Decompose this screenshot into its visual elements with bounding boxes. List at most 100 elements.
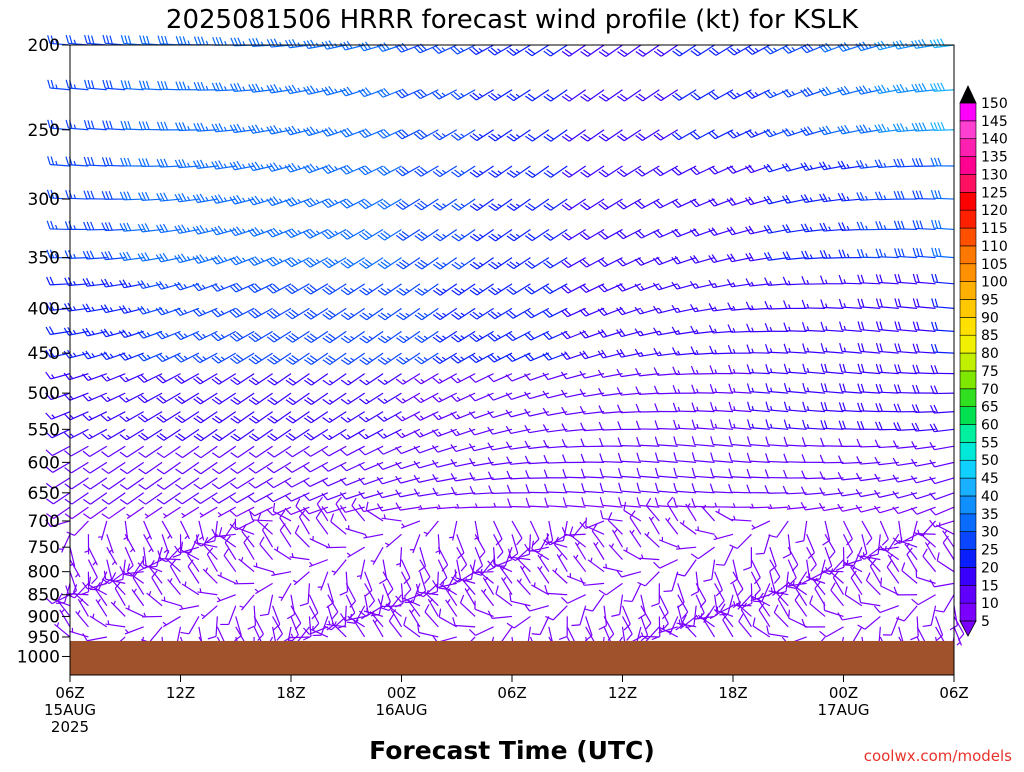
- wind-barb: [304, 127, 328, 136]
- wind-barb: [624, 583, 641, 601]
- wind-barb: [691, 547, 714, 559]
- wind-barb: [774, 605, 788, 627]
- wind-barb: [322, 165, 346, 174]
- wind-barb: [932, 274, 954, 284]
- wind-barb: [902, 562, 917, 583]
- wind-barb: [824, 567, 844, 572]
- wind-barb: [571, 606, 585, 626]
- colorbar-tick-label: 95: [981, 292, 999, 308]
- x-tick-label: 00Z: [829, 684, 858, 702]
- wind-barb: [783, 534, 791, 558]
- wind-barb: [433, 580, 457, 587]
- wind-barb: [309, 606, 318, 630]
- wind-barb: [290, 553, 310, 559]
- colorbar-segment: [960, 353, 976, 371]
- wind-barb: [831, 583, 844, 606]
- wind-barb: [285, 197, 309, 206]
- wind-barb: [844, 521, 853, 545]
- wind-barb: [359, 88, 383, 97]
- wind-barb: [396, 547, 401, 567]
- wind-barb: [377, 43, 401, 52]
- wind-barb: [730, 534, 752, 548]
- wind-barb: [271, 571, 291, 575]
- wind-barb: [354, 620, 365, 637]
- wind-barb: [756, 534, 770, 554]
- wind-barb: [377, 129, 401, 138]
- x-tick-label: 15AUG: [44, 701, 96, 719]
- wind-barb: [267, 257, 291, 266]
- wind-barb: [285, 163, 309, 172]
- wind-barb: [561, 372, 585, 379]
- wind-barb: [796, 521, 807, 543]
- wind-barb: [248, 196, 272, 205]
- wind-barb: [635, 307, 659, 314]
- wind-barb: [310, 536, 328, 547]
- wind-barb: [316, 511, 328, 534]
- colorbar-segment: [960, 371, 976, 389]
- colorbar-tick-label: 110: [981, 239, 1008, 255]
- colorbar-tick-label: 115: [981, 221, 1008, 237]
- colorbar-segment: [960, 425, 976, 443]
- wind-barb: [248, 227, 272, 236]
- wind-barb: [105, 620, 125, 626]
- wind-barb: [931, 158, 954, 166]
- wind-barb: [465, 588, 475, 606]
- wind-barb: [433, 45, 457, 53]
- wind-barb: [609, 544, 622, 560]
- colorbar-tick-label: 150: [981, 96, 1008, 112]
- colorbar-low-arrow: [960, 621, 976, 636]
- wind-barb: [418, 505, 438, 509]
- wind-barb: [653, 306, 677, 313]
- wind-barb: [883, 616, 899, 635]
- wind-barb: [230, 256, 254, 265]
- wind-barb: [163, 616, 181, 626]
- wind-barb: [931, 344, 954, 353]
- wind-barb: [492, 627, 512, 643]
- wind-barb: [291, 606, 301, 630]
- wind-barb: [545, 585, 567, 595]
- wind-barb: [371, 547, 383, 564]
- wind-barb: [932, 298, 954, 308]
- wind-barb: [664, 572, 678, 592]
- wind-barb: [211, 255, 235, 264]
- wind-barb: [218, 572, 236, 583]
- wind-barb: [340, 165, 364, 174]
- wind-barb: [532, 616, 549, 634]
- wind-barb: [147, 591, 162, 606]
- colorbar-tick-label: 120: [981, 203, 1008, 219]
- wind-barb: [274, 547, 291, 560]
- wind-barb: [651, 583, 659, 606]
- wind-barb: [248, 257, 272, 266]
- x-tick-label: 2025: [51, 718, 89, 736]
- wind-barb: [396, 503, 420, 510]
- wind-barb: [925, 542, 935, 560]
- wind-barb: [696, 583, 706, 607]
- colorbar-segment: [960, 550, 976, 568]
- wind-barb: [145, 507, 162, 518]
- wind-barb: [510, 593, 531, 606]
- wind-barb: [163, 507, 180, 518]
- wind-barb: [401, 521, 420, 528]
- wind-barb: [716, 547, 733, 565]
- wind-barb: [181, 521, 190, 539]
- y-tick-label: 900: [28, 607, 60, 627]
- wind-barb: [98, 521, 107, 540]
- wind-barb: [142, 613, 162, 617]
- wind-barb: [931, 365, 954, 373]
- wind-barb: [198, 588, 218, 594]
- wind-barb: [59, 534, 70, 552]
- wind-barb: [267, 228, 291, 237]
- colorbar-segment: [960, 121, 976, 139]
- wind-barb: [554, 537, 567, 560]
- wind-barb: [240, 595, 255, 610]
- colorbar-segment: [960, 139, 976, 157]
- wind-barb: [716, 509, 733, 521]
- wind-barb: [81, 572, 89, 595]
- colorbar-segment: [960, 514, 976, 532]
- wind-barb: [289, 634, 309, 638]
- wind-barb: [322, 199, 346, 208]
- wind-barb: [810, 596, 825, 617]
- wind-barb: [475, 534, 485, 558]
- colorbar-segment: [960, 407, 976, 425]
- colorbar-segment: [960, 282, 976, 300]
